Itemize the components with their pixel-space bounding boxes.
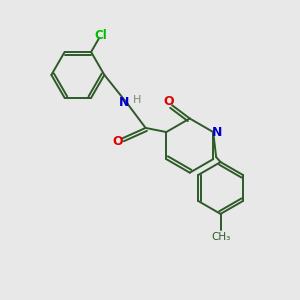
Text: H: H: [133, 95, 142, 105]
Text: Cl: Cl: [94, 29, 107, 42]
Text: N: N: [212, 125, 222, 139]
Text: O: O: [164, 95, 175, 108]
Text: CH₃: CH₃: [211, 232, 230, 242]
Text: N: N: [119, 96, 130, 110]
Text: O: O: [112, 135, 123, 148]
